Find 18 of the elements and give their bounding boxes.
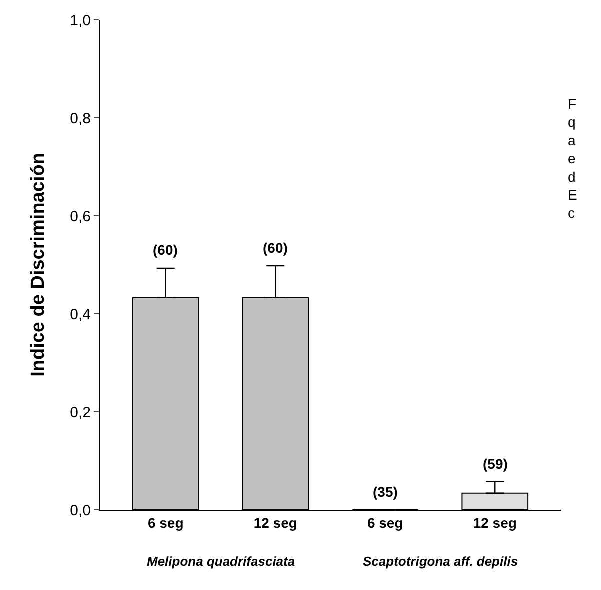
text: Melipona quadrifasciata [147, 554, 296, 569]
x-tick-label: 6 seg [367, 514, 404, 531]
x-tick-label: 6 seg [148, 514, 184, 531]
annotation: (60) [263, 240, 288, 256]
x-tick-label: 12 seg [254, 514, 298, 531]
y-axis-title: Indice de Discriminación [28, 153, 49, 377]
y-tick-label: 0,6 [70, 208, 91, 226]
text: F q a e d E c [568, 96, 578, 222]
y-tick-label: 0,2 [70, 404, 91, 422]
annotation: (59) [483, 456, 508, 472]
y-tick-label: 0,0 [70, 502, 91, 520]
y-tick-label: 0,4 [70, 306, 91, 324]
annotation: (35) [373, 484, 398, 500]
text: Scaptotrigona aff. depilis [363, 554, 518, 569]
y-tick-label: 0,8 [70, 110, 91, 128]
x-tick-label: 12 seg [473, 514, 517, 531]
annotation: (60) [153, 242, 178, 258]
y-tick-label: 1,0 [70, 12, 91, 30]
